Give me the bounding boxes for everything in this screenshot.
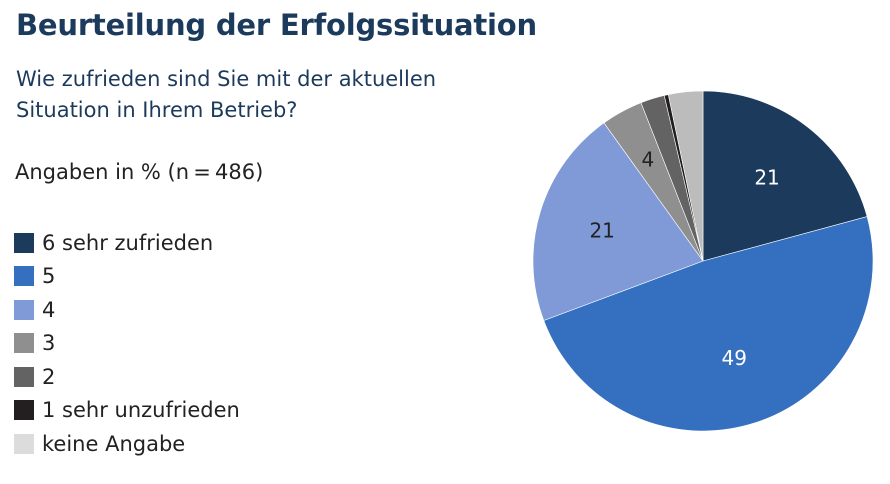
legend-item: 6 sehr zufrieden xyxy=(14,226,240,260)
legend: 6 sehr zufrieden 5 4 3 2 1 sehr unzufrieden ke… xyxy=(14,226,240,461)
legend-swatch xyxy=(14,232,34,253)
legend-label: 4 xyxy=(42,297,56,322)
legend-label: 2 xyxy=(42,364,56,389)
pie-slice xyxy=(543,216,874,432)
legend-item: 5 xyxy=(14,260,240,294)
legend-label: 5 xyxy=(42,264,56,289)
slice-data-label: 21 xyxy=(754,165,779,189)
legend-item: 1 sehr unzufrieden xyxy=(14,394,240,428)
legend-swatch xyxy=(14,266,34,287)
pie-slice xyxy=(667,90,704,262)
chart-subtitle: Wie zufrieden sind Sie mit der aktuellen… xyxy=(16,64,536,126)
legend-label: 3 xyxy=(42,331,56,356)
pie-slice xyxy=(532,122,704,321)
legend-item: 3 xyxy=(14,327,240,361)
slice-data-label: 21 xyxy=(589,218,614,242)
slice-data-label: 49 xyxy=(721,346,746,370)
sample-note: Angaben in % (n = 486) xyxy=(15,160,264,184)
legend-swatch xyxy=(14,400,34,421)
slice-data-label: 4 xyxy=(641,147,654,171)
legend-label: keine Angabe xyxy=(42,431,186,456)
legend-item: keine Angabe xyxy=(14,427,240,461)
legend-item: 4 xyxy=(14,293,240,327)
legend-label: 1 sehr unzufrieden xyxy=(42,398,240,423)
legend-swatch xyxy=(14,333,34,354)
legend-label: 6 sehr zufrieden xyxy=(42,230,214,255)
chart-title: Beurteilung der Erfolgssituation xyxy=(16,8,537,42)
subtitle-line: Situation in Ihrem Betrieb? xyxy=(16,98,298,122)
pie-slice xyxy=(702,90,868,262)
legend-item: 2 xyxy=(14,360,240,394)
subtitle-line: Wie zufrieden sind Sie mit der aktuellen xyxy=(16,67,437,91)
legend-swatch xyxy=(14,299,34,320)
legend-swatch xyxy=(14,433,34,454)
legend-swatch xyxy=(14,366,34,387)
